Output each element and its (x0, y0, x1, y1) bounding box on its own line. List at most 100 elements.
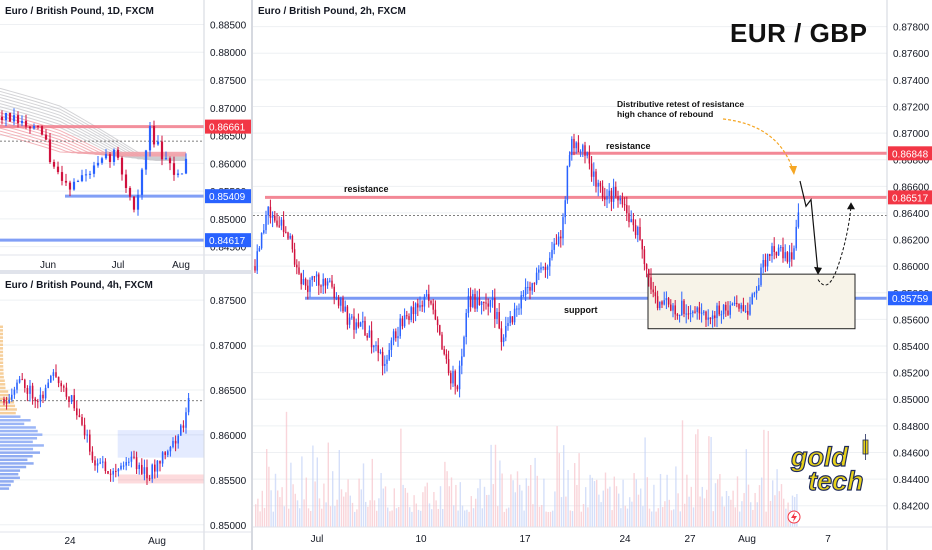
volume-bar (325, 502, 327, 527)
price-tick: 0.86500 (210, 386, 247, 397)
volume-bar (435, 500, 437, 527)
candle-body (555, 243, 558, 245)
h4-chart-panel[interactable]: 0.87500 0.87000 0.86500 0.86000 0.85500 0.850… (0, 274, 251, 550)
volume-bar (417, 509, 420, 527)
candle-body (260, 232, 263, 249)
volume-bar (490, 444, 492, 527)
h4-chart[interactable]: 0.87500 0.87000 0.86500 0.86000 0.85500 0.850… (0, 274, 251, 550)
volume-bar (673, 509, 675, 527)
candle-body (135, 457, 138, 470)
candle-body (496, 311, 498, 319)
label-resistance-upper: resistance (606, 141, 651, 151)
candle-body (777, 247, 780, 256)
volume-profile-bar (0, 343, 4, 347)
candle-body (412, 307, 415, 315)
price-tick: 0.86000 (893, 262, 930, 273)
main-chart[interactable]: resistance resistance support Distributive … (253, 0, 932, 550)
candle-body (648, 269, 650, 278)
volume-profile-bar (0, 397, 12, 400)
volume-bar (301, 456, 303, 527)
volume-profile-bar (0, 375, 4, 379)
volume-profile-bar (0, 483, 11, 487)
main-chart-panel[interactable]: resistance resistance support Distributive … (253, 0, 932, 550)
volume-profile-bar (0, 347, 4, 350)
daily-chart[interactable]: 0.88500 0.88000 0.87500 0.87000 0.86500 0.860… (0, 0, 251, 270)
candle-body (753, 293, 756, 295)
volume-profile-bar (0, 472, 19, 476)
candle-body (579, 151, 582, 153)
volume-profile-bar (0, 379, 5, 382)
lightning-icon[interactable] (787, 510, 801, 524)
candle-body (601, 186, 604, 198)
volume-bar (549, 511, 552, 527)
volume-bar (585, 487, 587, 527)
price-tick: 0.86000 (210, 431, 247, 442)
candle-body (156, 460, 159, 472)
candle-body (509, 316, 511, 324)
volume-bar (699, 496, 701, 527)
candle-body (269, 206, 272, 218)
volume-bar (754, 492, 756, 527)
candle-body (180, 425, 182, 436)
volume-bar (420, 510, 422, 527)
volume-profile-bar (0, 469, 21, 472)
volume-bar (598, 494, 600, 527)
separator-horizontal-left[interactable] (0, 270, 251, 274)
candle-body (696, 307, 698, 313)
volume-bar (437, 508, 439, 527)
volume-bar (596, 479, 598, 527)
candle-body (8, 399, 10, 403)
candle-body (353, 316, 355, 330)
time-tick: Aug (148, 536, 166, 547)
candle-body (107, 471, 109, 474)
candle-body (326, 281, 329, 286)
price-tick: 0.85400 (893, 342, 930, 353)
candle-body (414, 303, 417, 315)
candle-body (117, 469, 120, 472)
volume-bar (494, 444, 497, 527)
volume-bar (307, 508, 310, 527)
candle-body (573, 138, 575, 149)
volume-bar (510, 474, 512, 527)
volume-bar (640, 488, 642, 527)
volume-bar (389, 511, 391, 527)
volume-bar (321, 508, 323, 527)
note-line-2: high chance of rebound (617, 109, 713, 119)
candle-body (11, 394, 13, 400)
candle-body (738, 303, 740, 309)
volume-profile-bar (0, 336, 4, 339)
candle-body (185, 412, 187, 428)
volume-bar (501, 473, 503, 527)
candle-body (362, 321, 364, 323)
candle-body (489, 300, 492, 307)
volume-bar (609, 486, 611, 527)
volume-bar (472, 508, 475, 527)
volume-profile-bar (0, 476, 20, 480)
volume-bar (745, 449, 747, 527)
volume-profile-bar (0, 454, 33, 458)
volume-bar (571, 511, 574, 527)
daily-chart-panel[interactable]: 0.88500 0.88000 0.87500 0.87000 0.86500 0.860… (0, 0, 251, 270)
candle-body (156, 141, 160, 145)
candle-body (590, 163, 593, 177)
candle-body (469, 295, 472, 307)
candle-body (42, 394, 44, 399)
candle-body (91, 451, 94, 461)
volume-bar (706, 489, 708, 527)
candle-body (630, 219, 632, 223)
volume-bar (468, 511, 470, 527)
separator-vertical[interactable] (251, 0, 253, 550)
candle-body (355, 322, 357, 330)
volume-bar (651, 511, 653, 527)
price-badge: 0.86517 (892, 193, 929, 204)
projection-up-arrow (817, 206, 852, 286)
candle-body (8, 112, 12, 122)
candle-body (359, 322, 362, 327)
candle-body (428, 294, 430, 301)
price-tick: 0.85500 (210, 476, 247, 487)
candle-body (55, 372, 57, 377)
volume-bar (734, 507, 736, 527)
candle-body (685, 313, 687, 315)
lightning-icon-bolt[interactable] (791, 512, 797, 522)
candle-body (47, 382, 49, 388)
